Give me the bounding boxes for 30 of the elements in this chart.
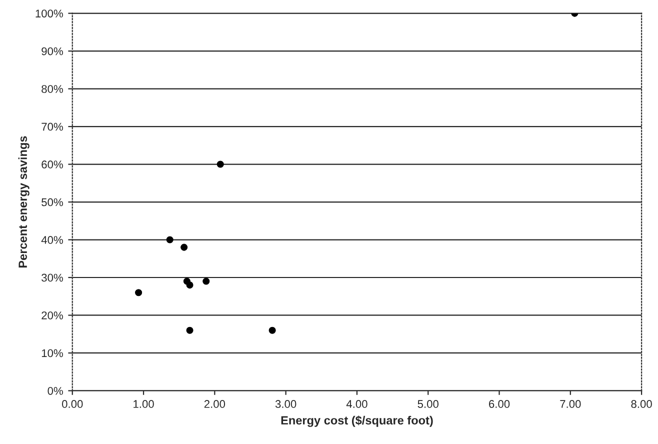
x-tick-label: 7.00: [560, 400, 581, 408]
x-tick-label: 2.00: [204, 400, 226, 408]
x-tick-label: 6.00: [489, 400, 510, 408]
y-tick-label: 80%: [42, 85, 63, 93]
x-tick-label: 8.00: [631, 400, 652, 408]
point: [180, 244, 188, 251]
point: [186, 326, 194, 334]
x-tick-label: 0.00: [62, 400, 83, 408]
y-axis-title: Percent energy savings: [18, 136, 30, 268]
x-tick-label: 3.00: [275, 400, 296, 408]
y-tick-label: 100%: [36, 10, 63, 18]
y-tick-label: 90%: [42, 47, 63, 56]
y-tick-label: 0%: [48, 386, 63, 395]
y-tick-label: 40%: [41, 236, 63, 244]
x-tick-label: 5.00: [418, 400, 438, 408]
x-tick-label: 4.00: [346, 400, 368, 408]
point: [135, 289, 142, 296]
point: [166, 236, 174, 244]
y-tick-label: 70%: [42, 122, 63, 131]
x-tick-label: 1.00: [134, 400, 154, 408]
x-axis-title: Energy cost ($/square foot): [281, 416, 433, 427]
y-tick-label: 60%: [42, 160, 63, 168]
point: [268, 326, 276, 334]
point: [216, 160, 224, 168]
y-tick-label: 10%: [42, 349, 63, 358]
y-tick-label: 20%: [42, 312, 63, 320]
y-tick-label: 50%: [42, 198, 63, 206]
point: [202, 278, 210, 285]
y-tick-label: 30%: [42, 274, 63, 282]
point: [186, 282, 194, 289]
